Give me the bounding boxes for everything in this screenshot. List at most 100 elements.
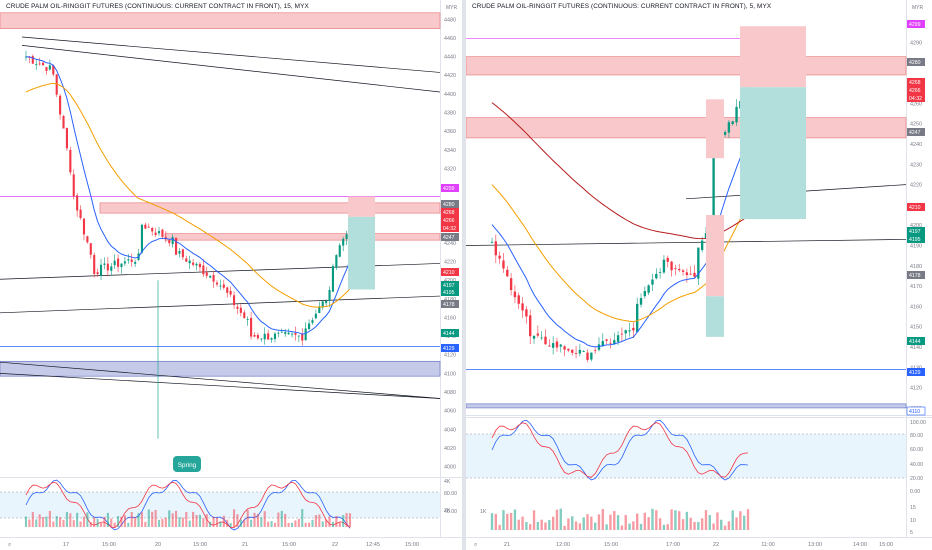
candle-body: [59, 95, 62, 115]
candle-body: [277, 332, 280, 334]
candle-body: [685, 272, 689, 276]
volume-bar: [590, 516, 593, 530]
volume-bar: [79, 521, 82, 527]
volume-bar: [270, 521, 273, 527]
price-tick-label: 4170: [910, 284, 922, 290]
volume-bar: [99, 522, 103, 527]
price-label-bg: [441, 329, 459, 337]
price-tick-label: 4460: [444, 36, 456, 42]
candle-body: [212, 275, 215, 282]
ema-line: [25, 82, 351, 308]
ema-line: [491, 139, 749, 348]
time-tick-label: 17:00: [666, 542, 680, 548]
chart-pane-15m[interactable]: 4480446044404420440043804360434043204300…: [0, 0, 462, 550]
volume-bar: [147, 509, 150, 527]
price-label-bg: [907, 227, 925, 235]
price-label-bg: [907, 128, 925, 136]
price-label-bg: [441, 216, 459, 224]
volume-bar: [89, 522, 92, 527]
price-label: 4178: [909, 273, 921, 279]
candle-body: [590, 352, 593, 360]
candle-body: [192, 262, 195, 265]
volume-bar: [171, 513, 174, 527]
price-label-bg: [907, 271, 925, 279]
candle-body: [723, 131, 727, 135]
volume-bar: [567, 518, 570, 530]
volume-bar: [708, 515, 711, 530]
oscillator-tick: 80.00: [910, 433, 923, 439]
volume-bar: [731, 510, 734, 530]
candle-body: [267, 333, 270, 340]
price-label: 4299: [443, 186, 455, 192]
price-label: 4195: [909, 237, 921, 243]
candle-body: [253, 335, 256, 337]
price-tick-label: 4380: [444, 110, 456, 116]
candle-body: [263, 333, 266, 340]
volume-tick: 2K: [444, 508, 451, 514]
position-box: [706, 99, 724, 159]
zone-resistance: [0, 12, 441, 29]
candle-body: [117, 258, 120, 267]
pane-separator: [0, 477, 462, 478]
candle-body: [294, 333, 297, 335]
volume-bar: [41, 516, 45, 527]
volume-bar: [628, 523, 631, 530]
volume-bar: [304, 522, 307, 527]
candle-body: [628, 330, 631, 332]
volume-bar: [735, 517, 738, 530]
volume-bar: [697, 521, 700, 530]
candle-body: [643, 291, 647, 297]
price-tick-label: 4200: [910, 223, 922, 229]
candle-body: [140, 224, 144, 253]
candle-body: [735, 106, 738, 123]
candle-body: [41, 62, 45, 66]
price-label: 4268: [909, 80, 921, 86]
candle-body: [106, 263, 109, 271]
candle-body: [613, 340, 616, 344]
pane-divider[interactable]: [462, 0, 466, 550]
candle-body: [311, 320, 314, 323]
price-label: 4197: [443, 283, 455, 289]
candle-body: [232, 295, 236, 306]
candle-body: [678, 269, 681, 271]
candle-body: [110, 266, 113, 271]
price-tick-label: 4230: [910, 162, 922, 168]
candle-body: [113, 260, 116, 266]
time-tick-label: 22: [332, 542, 338, 548]
candle-body: [689, 273, 692, 275]
volume-bar: [35, 519, 38, 527]
volume-bar: [256, 514, 259, 527]
price-tick-label: 4220: [444, 260, 456, 266]
chart-5m-svg[interactable]: 4300429042804270426042504240423042204210…: [466, 0, 932, 550]
candle-body: [513, 291, 517, 298]
candle-body: [331, 266, 335, 292]
candle-body: [521, 303, 524, 311]
candle-body: [31, 56, 34, 64]
chart-15m-svg[interactable]: 4480446044404420440043804360434043204300…: [0, 0, 462, 550]
volume-bar: [536, 521, 540, 530]
candle-body: [239, 307, 242, 313]
volume-bar: [93, 517, 96, 527]
time-axis-border: [0, 537, 462, 538]
price-label-bg: [441, 200, 459, 208]
volume-bar: [297, 518, 300, 527]
chart-pane-5m[interactable]: 4300429042804270426042504240423042204210…: [466, 0, 932, 550]
position-box: [740, 87, 806, 220]
volume-bar: [624, 515, 627, 530]
price-label: 4266: [909, 88, 921, 94]
volume-bar: [140, 512, 144, 527]
trend-line: [0, 361, 441, 399]
candle-body: [93, 254, 96, 274]
volume-bar: [134, 516, 137, 527]
candle-body: [103, 263, 106, 265]
volume-tick: 10: [910, 518, 916, 524]
candle-body: [609, 342, 612, 344]
candle-body: [250, 317, 253, 337]
candle-body: [597, 344, 601, 350]
zone-support: [0, 360, 441, 377]
candle-body: [76, 195, 79, 211]
candle-body: [69, 149, 72, 173]
volume-bar: [311, 519, 314, 527]
price-tick-label: 4320: [444, 166, 456, 172]
candle-body: [198, 263, 201, 268]
